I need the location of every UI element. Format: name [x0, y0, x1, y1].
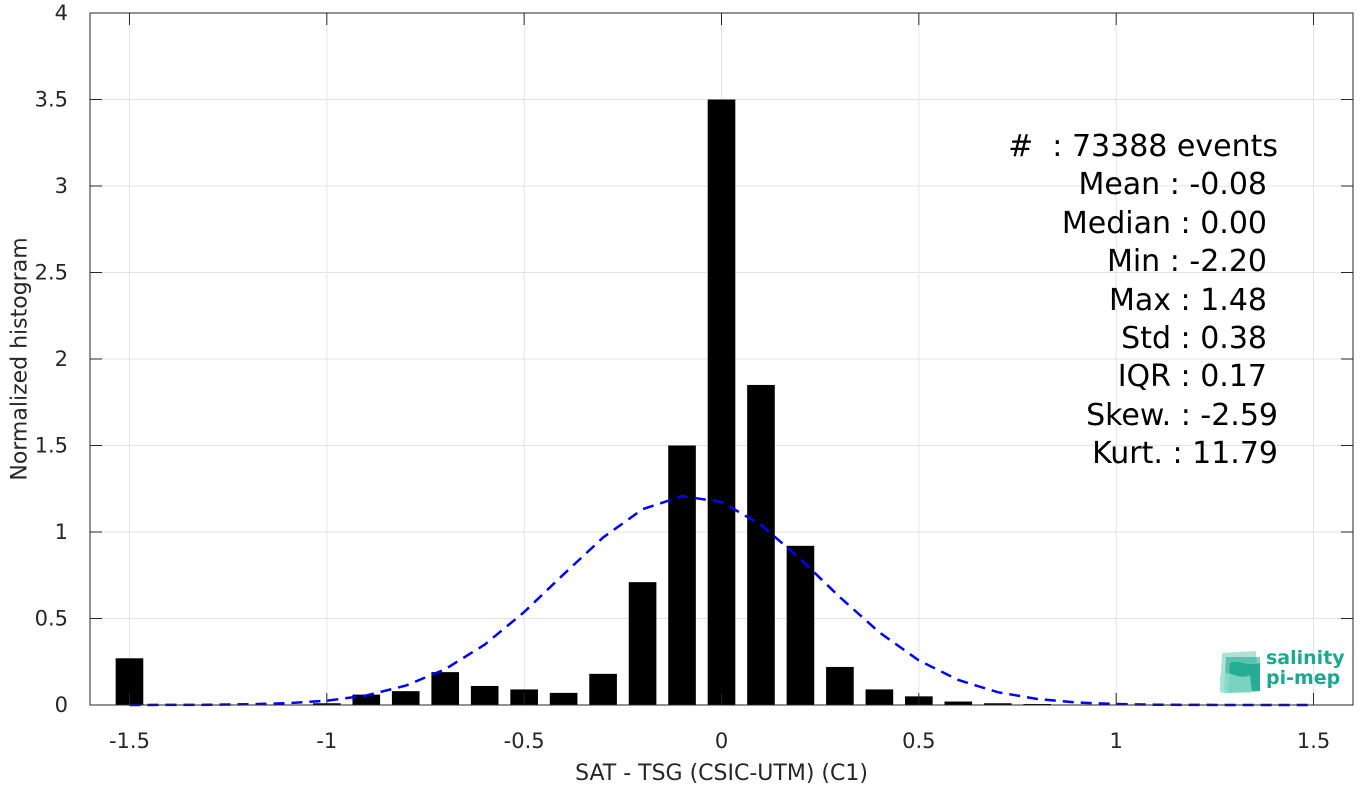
x-tick-label: 0 — [715, 729, 728, 753]
y-tick-label: 0 — [55, 693, 68, 717]
histogram-bar — [470, 685, 499, 705]
stat-events: # : 73388 events — [1008, 129, 1278, 164]
logo-text: salinity pi-mep — [1266, 648, 1345, 688]
stat-std: Std : 0.38 — [1121, 321, 1267, 357]
salinity-pi-mep-logo: salinity pi-mep — [1216, 645, 1346, 695]
y-tick-label: 4 — [55, 1, 68, 25]
histogram-bar — [352, 694, 381, 705]
histogram-bar — [589, 673, 617, 705]
histogram-bar — [707, 99, 736, 705]
statistics-panel: # : 73388 events Mean : -0.08 Median : 0… — [1008, 128, 1278, 474]
stat-skew: Skew. : -2.59 — [1086, 397, 1278, 433]
x-tick-label: 1 — [1110, 729, 1123, 753]
histogram-bar — [865, 689, 894, 705]
x-tick-label: 1.5 — [1297, 729, 1330, 753]
y-tick-label: 1 — [55, 520, 68, 544]
stat-min: Min : -2.20 — [1106, 244, 1267, 280]
x-tick-labels: -1.5 -1 -0.5 0 0.5 1 1.5 — [109, 729, 1330, 753]
x-tick-label: 0.5 — [902, 729, 935, 753]
y-tick-label: 2.5 — [35, 261, 68, 285]
stat-iqr: IQR : 0.17 — [1117, 359, 1267, 395]
x-axis-label: SAT - TSG (CSIC-UTM) (C1) — [575, 761, 868, 785]
y-tick-labels: 0 0.5 1 1.5 2 2.5 3 3.5 4 — [35, 1, 68, 717]
stat-kurt: Kurt. : 11.79 — [1092, 436, 1278, 472]
histogram-bar — [391, 691, 420, 705]
histogram-bar — [628, 582, 657, 705]
histogram-bar — [944, 701, 973, 705]
x-tick-label: -1 — [316, 729, 337, 753]
histogram-bars — [115, 99, 1052, 705]
histogram-bar — [983, 703, 1012, 705]
logo-line-1: salinity — [1266, 647, 1345, 669]
histogram-bar — [747, 384, 775, 705]
histogram-bar — [786, 545, 815, 705]
y-tick-label: 1.5 — [35, 434, 68, 458]
wave-logo-icon — [1220, 651, 1260, 693]
stat-max: Max : 1.48 — [1109, 282, 1267, 318]
y-tick-label: 3.5 — [35, 88, 68, 112]
y-axis-label: Normalized histogram — [8, 237, 33, 480]
axis-ticks — [90, 12, 1353, 706]
histogram-bar — [668, 445, 696, 705]
y-tick-label: 3 — [55, 174, 68, 198]
stat-median: Median : 0.00 — [1061, 205, 1267, 241]
logo-line-2: pi-mep — [1266, 667, 1341, 689]
histogram-bar — [431, 672, 460, 705]
stat-mean: Mean : -0.08 — [1078, 167, 1267, 203]
x-tick-label: -0.5 — [504, 729, 545, 753]
histogram-bar — [549, 692, 578, 705]
x-tick-label: -1.5 — [109, 729, 150, 753]
y-tick-label: 0.5 — [35, 607, 68, 631]
gaussian-fit-curve — [129, 494, 1314, 707]
histogram-bar — [826, 666, 854, 705]
y-tick-label: 2 — [55, 347, 68, 371]
